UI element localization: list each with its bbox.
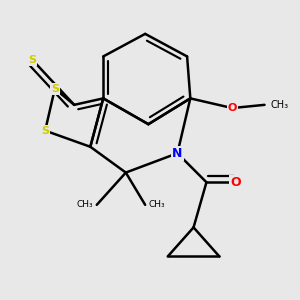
Text: CH₃: CH₃ xyxy=(77,200,94,209)
Text: S: S xyxy=(51,84,59,94)
Text: CH₃: CH₃ xyxy=(148,200,165,209)
Text: CH₃: CH₃ xyxy=(271,100,289,110)
Text: N: N xyxy=(172,147,183,160)
Text: S: S xyxy=(41,126,49,136)
Text: S: S xyxy=(28,55,36,65)
Text: O: O xyxy=(228,103,237,113)
Text: O: O xyxy=(230,176,241,189)
